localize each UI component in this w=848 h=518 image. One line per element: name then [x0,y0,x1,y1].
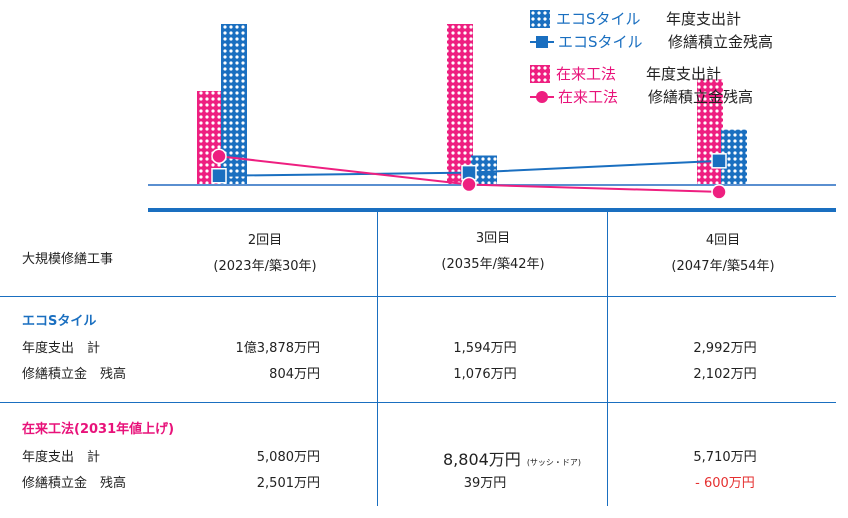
column-divider [377,212,378,506]
table-cell: 5,710万円 [693,450,757,465]
legend-metric: 年度支出計 [646,65,722,83]
column-header-title: 4回目 [705,233,741,248]
table-cell: 2,501万円 [256,476,320,491]
table-cell-negative: - 600万円 [695,476,755,491]
legend-series-name: エコSタイル [558,33,643,51]
legend-metric: 年度支出計 [666,10,742,28]
legend-metric: 修繕積立金残高 [648,88,754,106]
row-label: 修繕積立金 残高 [22,367,127,382]
table-cell: 5,080万円 [256,450,320,465]
section-title-trad: 在来工法(2031年値上げ) [22,422,175,437]
section-title-eco: エコSタイル [22,314,97,329]
column-header-title: 2回目 [247,233,283,248]
column-header-title: 3回目 [475,231,511,246]
table-cell: 1,076万円 [453,367,517,382]
table-cell: 1,594万円 [453,341,517,356]
table-cell-with-note: 8,804万円 (サッシ・ドア) [443,446,581,470]
legend-series-name: 在来工法 [556,65,617,83]
column-divider [607,212,608,506]
legend-metric: 修繕積立金残高 [668,33,774,51]
table-cell: 39万円 [463,476,507,491]
row-header-title: 大規模修繕工事 [22,252,114,267]
legend-series-name: エコSタイル [556,10,641,28]
row-divider [0,296,836,297]
row-label: 修繕積立金 残高 [22,476,127,491]
table-cell: 804万円 [269,367,320,382]
table-cell: 8,804万円 [443,450,521,469]
row-divider [0,402,836,403]
column-header-sub: (2047年/築54年) [671,259,775,274]
row-label: 年度支出 計 [22,450,101,465]
column-header-sub: (2035年/築42年) [441,257,545,272]
column-header-sub: (2023年/築30年) [213,259,317,274]
table-cell: 2,992万円 [693,341,757,356]
point-eco-balance [711,153,727,169]
legend-swatch-trad-bar [530,64,550,83]
point-trad-balance [711,184,727,200]
table-cell-note: (サッシ・ドア) [526,458,582,467]
legend-series-name: 在来工法 [558,88,619,106]
point-trad-balance [211,148,227,164]
legend-item-eco-total: エコSタイル 年度支出計 [530,8,741,29]
legend-item-trad-balance: 在来工法 修繕積立金残高 [530,86,753,107]
row-label: 年度支出 計 [22,341,101,356]
point-eco-balance [211,168,227,184]
legend-marker-eco-line [530,33,554,51]
point-trad-balance [461,176,477,193]
table-cell: 1億3,878万円 [235,341,321,356]
legend-marker-trad-line [530,88,554,106]
chart-area [148,24,836,212]
legend-item-trad-total: 在来工法 年度支出計 [530,63,721,84]
legend-swatch-eco-bar [530,9,550,28]
table-cell: 2,102万円 [693,367,757,382]
legend-item-eco-balance: エコSタイル 修繕積立金残高 [530,31,773,52]
bar-trad-total [447,24,473,185]
